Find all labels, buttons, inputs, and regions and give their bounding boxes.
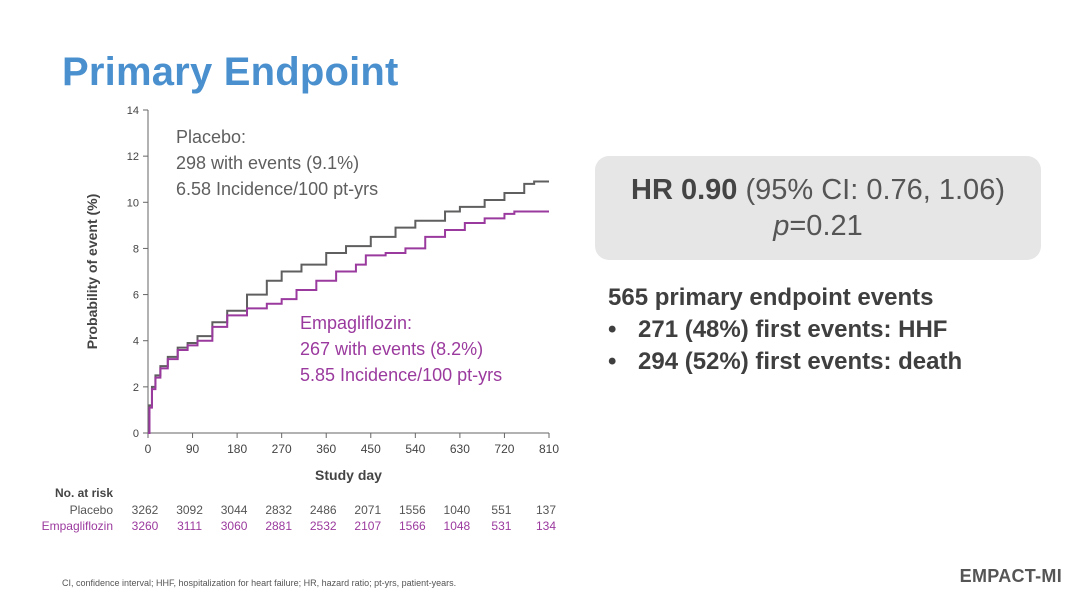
hazard-ratio-box: HR 0.90 (95% CI: 0.76, 1.06) p=0.21 <box>595 156 1041 260</box>
annotation-empagliflozin-line: 5.85 Incidence/100 pt-yrs <box>300 365 502 385</box>
x-tick-label: 540 <box>405 442 425 456</box>
at-risk-value: 551 <box>491 503 511 517</box>
at-risk-value: 2832 <box>265 503 292 517</box>
series-line-empagliflozin <box>148 210 549 434</box>
at-risk-value: 134 <box>536 519 556 533</box>
y-tick-label: 4 <box>133 336 139 348</box>
at-risk-value: 2071 <box>354 503 381 517</box>
events-headline: 565 primary endpoint events <box>608 284 934 311</box>
at-risk-value: 2881 <box>265 519 292 533</box>
y-tick-label: 0 <box>133 428 139 440</box>
slide-title: Primary Endpoint <box>62 50 399 94</box>
annotation-placebo-line: Placebo: <box>176 127 246 147</box>
p-value-line: p=0.21 <box>595 208 1041 244</box>
at-risk-value: 1566 <box>399 519 426 533</box>
x-tick-label: 180 <box>227 442 247 456</box>
at-risk-row-label: Placebo <box>70 503 114 517</box>
at-risk-value: 3260 <box>132 519 159 533</box>
at-risk-value: 137 <box>536 503 556 517</box>
at-risk-value: 1040 <box>444 503 471 517</box>
at-risk-value: 3262 <box>132 503 159 517</box>
at-risk-row-label: Empagliflozin <box>42 519 113 533</box>
footnote: CI, confidence interval; HHF, hospitaliz… <box>62 578 457 588</box>
y-tick-label: 12 <box>127 151 139 163</box>
x-tick-label: 270 <box>272 442 292 456</box>
p-label: p <box>773 210 790 242</box>
series-line-placebo <box>148 180 549 434</box>
at-risk-value: 3111 <box>177 519 202 533</box>
x-tick-label: 0 <box>145 442 152 456</box>
at-risk-header: No. at risk <box>55 486 113 500</box>
at-risk-value: 3060 <box>221 519 248 533</box>
x-tick-label: 90 <box>186 442 200 456</box>
annotation-empagliflozin-line: Empagliflozin: <box>300 313 412 333</box>
at-risk-value: 1048 <box>444 519 471 533</box>
hr-label: HR 0.90 <box>631 174 738 206</box>
x-axis-title: Study day <box>315 467 382 483</box>
x-tick-label: 810 <box>539 442 559 456</box>
annotation-placebo-line: 6.58 Incidence/100 pt-yrs <box>176 179 378 199</box>
events-item-hhf: 271 (48%) first events: HHF <box>608 314 962 346</box>
y-tick-label: 8 <box>133 243 139 255</box>
annotation-empagliflozin-line: 267 with events (8.2%) <box>300 339 483 359</box>
annotation-placebo-line: 298 with events (9.1%) <box>176 153 359 173</box>
at-risk-value: 531 <box>491 519 511 533</box>
y-axis-title: Probability of event (%) <box>84 194 100 350</box>
at-risk-value: 2107 <box>354 519 381 533</box>
events-item-death: 294 (52%) first events: death <box>608 346 962 378</box>
at-risk-value: 3092 <box>176 503 203 517</box>
hr-ci: (95% CI: 0.76, 1.06) <box>737 174 1005 206</box>
p-value: =0.21 <box>789 210 863 242</box>
at-risk-value: 1556 <box>399 503 426 517</box>
x-tick-label: 450 <box>361 442 381 456</box>
x-tick-label: 630 <box>450 442 470 456</box>
at-risk-value: 3044 <box>221 503 248 517</box>
x-tick-label: 360 <box>316 442 336 456</box>
events-summary: 565 primary endpoint events 271 (48%) fi… <box>608 282 962 378</box>
y-tick-label: 6 <box>133 290 139 302</box>
y-tick-label: 14 <box>127 105 139 117</box>
y-tick-label: 2 <box>133 382 139 394</box>
x-tick-label: 720 <box>494 442 514 456</box>
y-tick-label: 10 <box>127 197 139 209</box>
at-risk-value: 2532 <box>310 519 337 533</box>
events-list: 271 (48%) first events: HHF 294 (52%) fi… <box>608 314 962 378</box>
hr-line: HR 0.90 (95% CI: 0.76, 1.06) <box>595 172 1041 208</box>
brand-logo-text: EMPACT-MI <box>959 566 1062 586</box>
at-risk-value: 2486 <box>310 503 337 517</box>
